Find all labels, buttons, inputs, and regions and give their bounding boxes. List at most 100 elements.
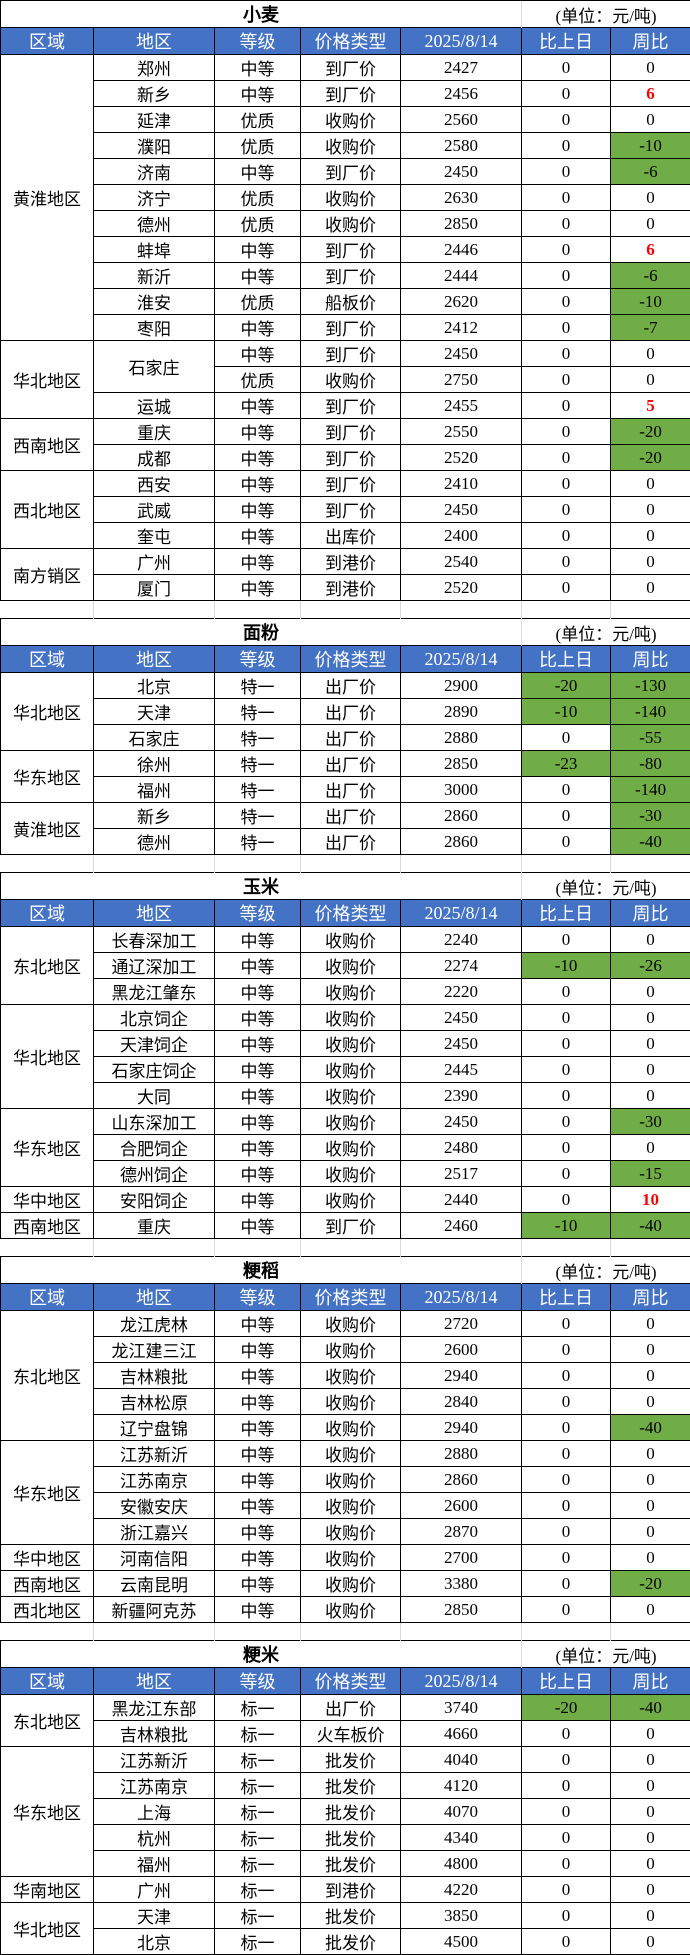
price-cell: 2446 [401, 237, 522, 263]
price-cell: 2630 [401, 185, 522, 211]
price-cell: 3380 [401, 1571, 522, 1597]
grade-cell: 中等 [215, 1083, 301, 1109]
spacer-row [1, 601, 690, 619]
grade-cell: 中等 [215, 1109, 301, 1135]
price-cell: 2540 [401, 549, 522, 575]
type-cell: 船板价 [301, 289, 401, 315]
section-title: 粳米 [1, 1641, 522, 1668]
column-header: 周比 [611, 646, 690, 673]
area-cell: 安徽安庆 [94, 1493, 215, 1519]
grade-cell: 特一 [215, 829, 301, 855]
grade-cell: 特一 [215, 673, 301, 699]
grade-cell: 中等 [215, 315, 301, 341]
price-cell: 2840 [401, 1389, 522, 1415]
day-cell: 0 [522, 1493, 611, 1519]
area-cell: 德州 [94, 829, 215, 855]
area-cell: 河南信阳 [94, 1545, 215, 1571]
type-cell: 收购价 [301, 1467, 401, 1493]
price-cell: 2700 [401, 1545, 522, 1571]
region-cell: 西北地区 [1, 1597, 94, 1623]
type-cell: 到港价 [301, 1877, 401, 1903]
type-cell: 收购价 [301, 185, 401, 211]
grade-cell: 中等 [215, 1005, 301, 1031]
column-header: 价格类型 [301, 1284, 401, 1311]
area-cell: 石家庄 [94, 341, 215, 393]
day-cell: 0 [522, 263, 611, 289]
area-cell: 浙江嘉兴 [94, 1519, 215, 1545]
price-cell: 3850 [401, 1903, 522, 1929]
week-cell: 0 [611, 55, 690, 81]
grade-cell: 优质 [215, 133, 301, 159]
price-cell: 2560 [401, 107, 522, 133]
day-cell: 0 [522, 1005, 611, 1031]
day-cell: 0 [522, 367, 611, 393]
type-cell: 到厂价 [301, 419, 401, 445]
grade-cell: 中等 [215, 523, 301, 549]
column-header: 地区 [94, 646, 215, 673]
area-cell: 山东深加工 [94, 1109, 215, 1135]
day-cell: 0 [522, 1825, 611, 1851]
area-cell: 辽宁盘锦 [94, 1415, 215, 1441]
day-cell: 0 [522, 1597, 611, 1623]
price-cell: 4040 [401, 1747, 522, 1773]
column-header: 价格类型 [301, 1668, 401, 1695]
section-title-row: 面粉(单位：元/吨) [1, 619, 690, 646]
day-cell: 0 [522, 803, 611, 829]
day-cell: 0 [522, 927, 611, 953]
day-cell: 0 [522, 1337, 611, 1363]
grade-cell: 标一 [215, 1799, 301, 1825]
empty-cell [401, 601, 522, 619]
price-cell: 2850 [401, 1597, 522, 1623]
region-cell: 华东地区 [1, 1747, 94, 1877]
region-cell: 西南地区 [1, 1213, 94, 1239]
section-title-row: 小麦(单位：元/吨) [1, 1, 690, 28]
empty-cell [94, 855, 215, 873]
week-cell: 0 [611, 1363, 690, 1389]
type-cell: 到厂价 [301, 1213, 401, 1239]
type-cell: 收购价 [301, 133, 401, 159]
area-cell: 重庆 [94, 419, 215, 445]
type-cell: 收购价 [301, 1187, 401, 1213]
empty-cell [301, 1623, 401, 1641]
week-cell: -10 [611, 133, 690, 159]
price-cell: 4220 [401, 1877, 522, 1903]
day-cell: 0 [522, 1135, 611, 1161]
grade-cell: 中等 [215, 81, 301, 107]
day-cell: -10 [522, 1213, 611, 1239]
region-cell: 华北地区 [1, 1903, 94, 1955]
region-cell: 东北地区 [1, 927, 94, 1005]
grade-cell: 特一 [215, 803, 301, 829]
empty-cell [611, 855, 690, 873]
week-cell: 0 [611, 549, 690, 575]
grade-cell: 中等 [215, 1187, 301, 1213]
column-header: 地区 [94, 1668, 215, 1695]
price-cell: 2720 [401, 1311, 522, 1337]
type-cell: 收购价 [301, 1389, 401, 1415]
type-cell: 批发价 [301, 1825, 401, 1851]
grade-cell: 中等 [215, 445, 301, 471]
area-cell: 合肥饲企 [94, 1135, 215, 1161]
area-cell: 吉林松原 [94, 1389, 215, 1415]
week-cell: -7 [611, 315, 690, 341]
type-cell: 收购价 [301, 927, 401, 953]
area-cell: 天津 [94, 1903, 215, 1929]
area-cell: 濮阳 [94, 133, 215, 159]
price-cell: 4120 [401, 1773, 522, 1799]
area-cell: 安阳饲企 [94, 1187, 215, 1213]
grade-cell: 中等 [215, 953, 301, 979]
price-cell: 2860 [401, 803, 522, 829]
section-title-row: 粳米(单位：元/吨) [1, 1641, 690, 1668]
column-header: 区域 [1, 1284, 94, 1311]
empty-cell [1, 855, 94, 873]
